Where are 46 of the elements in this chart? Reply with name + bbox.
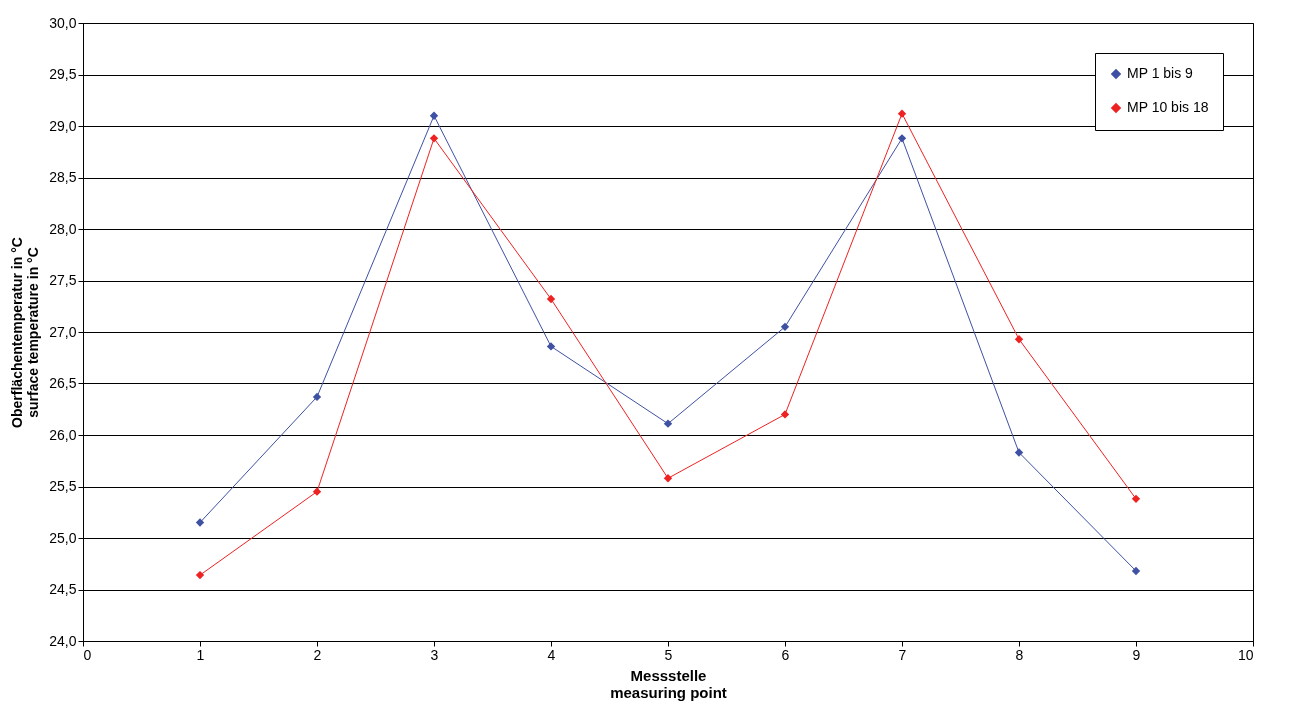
legend-label: MP 1 bis 9 — [1127, 65, 1194, 81]
y-tick-label: 24,5 — [49, 581, 77, 597]
point — [897, 134, 907, 143]
y-tick-label: 25,0 — [49, 529, 77, 546]
point — [663, 419, 673, 428]
x-tick-label: 6 — [781, 646, 790, 663]
point — [1131, 494, 1141, 504]
point — [429, 134, 439, 143]
y-tick-label: 29,0 — [49, 117, 77, 134]
point — [663, 474, 673, 483]
point — [1014, 335, 1024, 344]
y-tick-label: 28,5 — [49, 169, 77, 185]
point — [429, 111, 439, 120]
point — [546, 342, 556, 351]
y-tick-label: 26,0 — [49, 426, 77, 443]
x-tick-label: 5 — [664, 646, 673, 663]
y-tick-label: 27,0 — [49, 323, 77, 340]
x-tick-label: 4 — [547, 646, 556, 663]
point — [780, 410, 790, 419]
y-tick-label: 24,0 — [49, 632, 77, 649]
y-axis-title: Oberflächentemperatur in °C surface temperature in °C — [9, 237, 42, 428]
y-tick-label: 29,5 — [49, 66, 77, 82]
y-tick-label: 27,5 — [49, 272, 77, 288]
x-tick-label: 8 — [1015, 646, 1024, 663]
y-tick-label: 26,5 — [49, 375, 77, 391]
point — [897, 109, 907, 118]
point — [1014, 448, 1024, 457]
x-tick-label: 2 — [313, 646, 322, 663]
x-tick-label: 9 — [1132, 646, 1141, 663]
point — [195, 518, 205, 527]
x-tick-label: 7 — [898, 646, 907, 663]
x-tick-label: 3 — [430, 646, 439, 663]
y-tick-label: 30,0 — [49, 14, 77, 31]
x-axis-title: Messstelle measuring point — [610, 666, 727, 701]
x-tick-label: 1 — [196, 646, 205, 663]
x-tick-label: 0 — [83, 646, 92, 663]
point — [195, 570, 205, 580]
point — [312, 487, 322, 496]
point — [1131, 566, 1141, 576]
point — [780, 322, 790, 332]
y-tick-label: 28,0 — [49, 220, 77, 237]
y-tick-label: 25,5 — [49, 478, 77, 494]
point — [546, 294, 556, 304]
point — [312, 392, 322, 402]
legend-label: MP 10 bis 18 — [1127, 99, 1209, 115]
x-tick-label: 10 — [1237, 646, 1254, 663]
